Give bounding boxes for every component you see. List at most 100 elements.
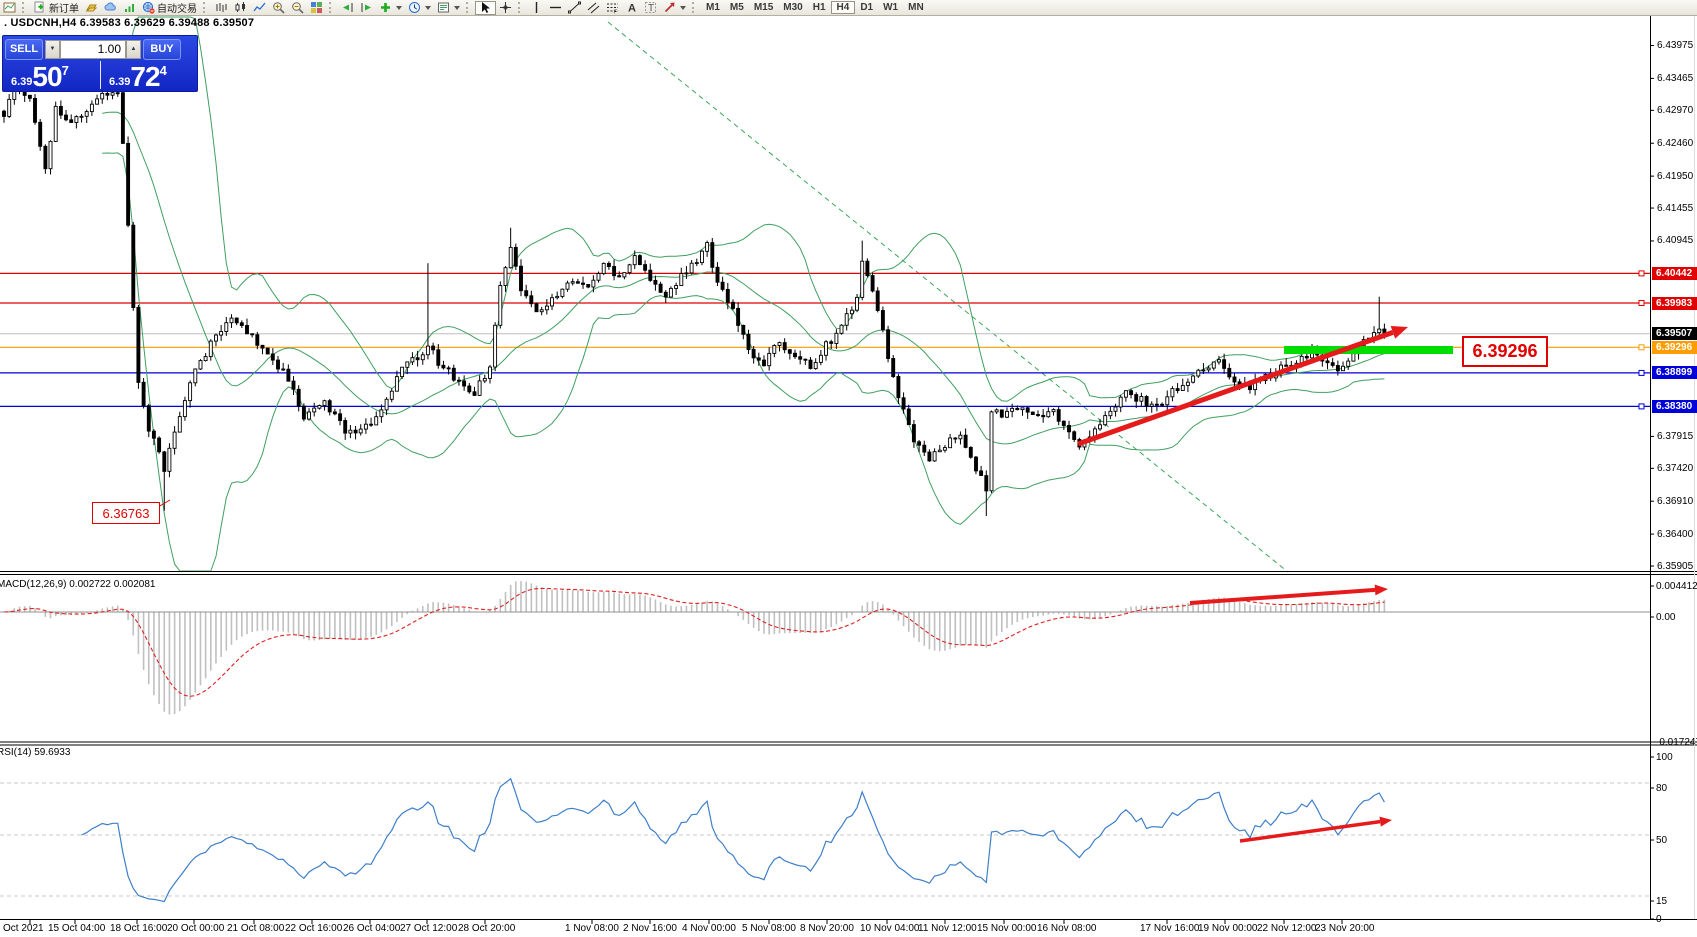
bollinger-middle-band[interactable]	[102, 111, 1385, 445]
signals-icon[interactable]	[120, 1, 139, 15]
time-axis-label[interactable]: Oct 2021	[3, 923, 44, 934]
time-axis-label[interactable]: 10 Nov 04:00	[860, 923, 920, 934]
time-axis-label[interactable]: 2 Nov 16:00	[623, 923, 677, 934]
annotations	[157, 326, 1453, 843]
level-anchor-handle[interactable]	[1638, 270, 1645, 277]
time-axis-label[interactable]: 27 Oct 12:00	[400, 923, 458, 934]
autotrading-button[interactable]: 自动交易	[139, 1, 200, 15]
price-badge-6.39296: 6.39296	[1652, 340, 1697, 354]
rsi-axis-label: 0	[1656, 914, 1662, 925]
time-axis-label[interactable]: 23 Nov 20:00	[1315, 923, 1375, 934]
price-badge-6.38899: 6.38899	[1652, 366, 1697, 380]
bollinger-upper-band[interactable]	[102, 16, 1385, 402]
buy-price[interactable]: 6.39 72 4	[109, 61, 167, 91]
time-axis-label[interactable]: 11 Nov 12:00	[918, 923, 977, 934]
time-axis-label[interactable]: 15 Oct 04:00	[48, 923, 106, 934]
buy-button[interactable]: BUY	[143, 38, 181, 60]
auto-scroll-icon[interactable]	[338, 1, 357, 15]
level-price-annotation[interactable]: 6.39296	[1462, 336, 1548, 367]
zoom-in-icon[interactable]	[269, 1, 288, 15]
green-dashed-trendline[interactable]	[607, 21, 1289, 573]
level-anchor-handle[interactable]	[1638, 369, 1645, 376]
channel-tool[interactable]	[584, 1, 603, 15]
rsi-axis-label: 15	[1656, 896, 1668, 907]
timeframe-M30[interactable]: M30	[783, 2, 803, 13]
line-chart-icon[interactable]	[250, 1, 269, 15]
price-badge-6.40442: 6.40442	[1652, 266, 1697, 280]
macd-indicator-label: MACD(12,26,9) 0.002722 0.002081	[0, 579, 156, 590]
trade-buttons-row: SELL ▼ 1.00 ▲ BUY	[3, 38, 197, 60]
svg-text:T: T	[648, 3, 654, 14]
timeframe-M1[interactable]: M1	[706, 2, 720, 13]
templates-icon[interactable]	[434, 1, 463, 15]
time-axis-label[interactable]: 1 Nov 08:00	[565, 923, 619, 934]
zoom-out-icon[interactable]	[288, 1, 307, 15]
time-axis-label[interactable]: 8 Nov 20:00	[800, 923, 854, 934]
chart-shift-icon[interactable]	[357, 1, 376, 15]
time-axis-label[interactable]: 22 Nov 12:00	[1257, 923, 1317, 934]
trend-arrow-macd[interactable]	[1189, 587, 1376, 605]
tile-windows-icon[interactable]	[307, 1, 326, 15]
timeframe-MN[interactable]: MN	[908, 2, 924, 13]
level-anchor-handle[interactable]	[1638, 344, 1645, 351]
market-watch-icon[interactable]	[82, 1, 101, 15]
community-icon[interactable]	[101, 1, 120, 15]
time-axis-label[interactable]: 26 Oct 04:00	[343, 923, 401, 934]
green-highlight-bar[interactable]	[1284, 346, 1453, 354]
chart-window-icon[interactable]	[0, 1, 19, 15]
volume-down-button[interactable]: ▼	[45, 39, 60, 59]
horizontal-line-tool[interactable]	[546, 1, 565, 15]
time-axis-label[interactable]: 17 Nov 16:00	[1140, 923, 1200, 934]
indicators-icon[interactable]	[376, 1, 405, 15]
time-axis-label[interactable]: 4 Nov 00:00	[682, 923, 736, 934]
chartshift-icon	[360, 1, 373, 14]
sell-price-prefix: 6.39	[11, 76, 33, 88]
cursor-tool[interactable]	[475, 0, 496, 15]
time-axis-label[interactable]: 20 Oct 00:00	[167, 923, 225, 934]
time-axis-label[interactable]: 18 Oct 16:00	[110, 923, 168, 934]
price-tick-label: 6.36910	[1657, 495, 1694, 507]
level-anchor-handle[interactable]	[1638, 300, 1645, 306]
timeframe-M5[interactable]: M5	[729, 2, 744, 13]
arrows-tool[interactable]	[660, 1, 689, 15]
sell-price[interactable]: 6.39 50 7	[11, 61, 69, 91]
fibonacci-tool[interactable]: F	[603, 1, 622, 15]
trendline-icon	[568, 1, 581, 14]
new-order-button[interactable]: 新订单	[31, 1, 82, 15]
trend-arrow-rsi[interactable]	[1239, 819, 1381, 843]
volume-up-button[interactable]: ▲	[126, 39, 141, 59]
trendline-tool[interactable]	[565, 1, 584, 15]
periods-icon[interactable]	[405, 1, 434, 15]
time-axis-label[interactable]: 15 Nov 00:00	[977, 923, 1037, 934]
one-click-trading-panel: SELL ▼ 1.00 ▲ BUY 6.39 50 7 6.39 72 4	[2, 35, 198, 92]
timeframe-W1[interactable]: W1	[883, 2, 899, 13]
sell-button[interactable]: SELL	[5, 38, 43, 60]
vertical-line-tool[interactable]	[527, 1, 546, 15]
time-axis-label[interactable]: 21 Oct 08:00	[227, 923, 285, 934]
timeframe-H1[interactable]: H1	[812, 2, 826, 13]
trend-arrow-main[interactable]	[1077, 329, 1394, 447]
label-tool[interactable]: T	[641, 1, 660, 15]
timeframe-H4[interactable]: H4	[830, 1, 856, 14]
time-axis-label[interactable]: 19 Nov 00:00	[1198, 923, 1258, 934]
text-tool[interactable]: A	[622, 1, 641, 15]
crosshair-tool[interactable]	[496, 1, 515, 15]
candlestick-chart-icon[interactable]	[231, 1, 250, 15]
level-anchor-handle[interactable]	[1638, 403, 1645, 410]
time-axis-label[interactable]: 16 Nov 08:00	[1037, 923, 1097, 934]
price-tick-label: 6.41455	[1657, 202, 1694, 214]
bar-chart-icon[interactable]	[212, 1, 231, 15]
volume-input[interactable]: 1.00	[60, 39, 126, 59]
dropdown-arrow-icon	[454, 5, 460, 10]
time-axis-label[interactable]: 5 Nov 08:00	[742, 923, 796, 934]
bollinger-lower-band[interactable]	[102, 152, 1385, 572]
chart-icon	[3, 1, 16, 14]
timeframe-D1[interactable]: D1	[860, 2, 874, 13]
macd-pane	[0, 581, 1650, 715]
timeframe-M15[interactable]: M15	[753, 2, 774, 13]
price-tick-label: 6.37420	[1657, 462, 1694, 474]
time-axis-label[interactable]: 28 Oct 20:00	[458, 923, 516, 934]
time-axis-label[interactable]: 22 Oct 16:00	[285, 923, 343, 934]
low-price-annotation[interactable]: 6.36763	[92, 502, 160, 524]
